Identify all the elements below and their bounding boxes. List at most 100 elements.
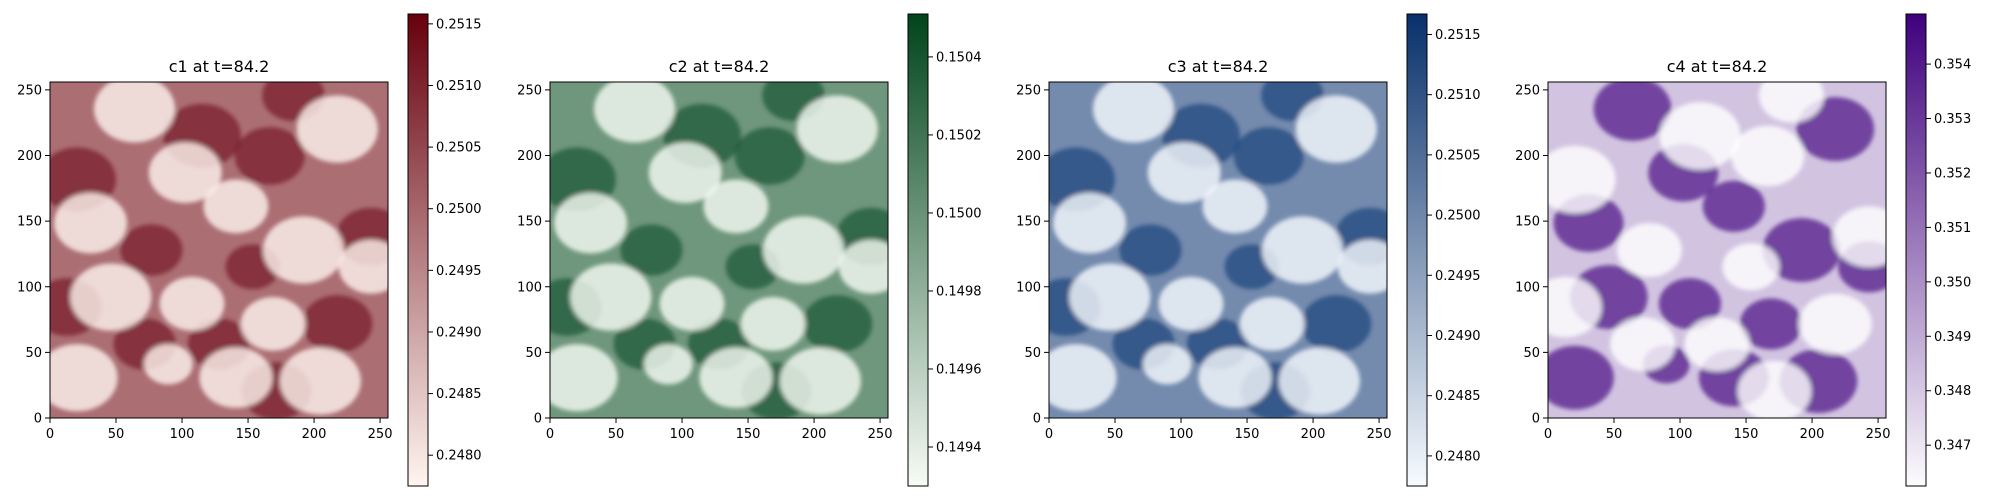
axes-frame [1048, 81, 1388, 419]
colorbar-tick-label: 0.352 [1934, 166, 1971, 181]
colorbar [1905, 13, 1927, 487]
y-tick-label: 100 [517, 280, 542, 295]
y-tick-label: 200 [1515, 149, 1540, 164]
y-tick-label: 200 [17, 149, 42, 164]
heatmap-panel: c2 at t=84.2 0 50 100 150 200 250 0 50 100 150 200 2… [517, 13, 982, 487]
x-tick-label: 0 [546, 427, 554, 442]
heatmap-low-spot [1798, 293, 1872, 355]
y-tick-label: 200 [1016, 149, 1041, 164]
y-tick-label: 0 [34, 412, 42, 427]
colorbar-tick-label: 0.1504 [936, 50, 982, 65]
x-tick-label: 150 [236, 427, 261, 442]
heatmap-high-spot [302, 295, 373, 353]
heatmap-low-spot [1758, 82, 1824, 123]
y-tick-label: 50 [1523, 346, 1540, 361]
heatmap-low-spot [93, 82, 176, 143]
y-tick-label: 150 [1515, 215, 1540, 230]
x-tick-label: 250 [868, 427, 893, 442]
heatmap-low-spot [554, 192, 628, 254]
heatmap-field [1049, 82, 1387, 418]
heatmap-low-spot [1659, 102, 1741, 170]
heatmap-high-spot [802, 295, 873, 353]
x-tick-label: 200 [802, 427, 827, 442]
chart-title: c4 at t=84.2 [1667, 57, 1768, 76]
heatmap-low-spot [1278, 347, 1360, 415]
heatmap-low-spot [1092, 82, 1175, 143]
heatmap-low-spot [699, 347, 773, 408]
x-tick-label: 150 [1235, 427, 1260, 442]
heatmap-high-spot [1762, 218, 1841, 282]
colorbar-tick-label: 0.2515 [436, 17, 482, 32]
y-tick-label: 100 [1515, 280, 1540, 295]
heatmap-field [550, 82, 888, 418]
colorbar-tick-label: 0.354 [1934, 58, 1971, 73]
y-tick-label: 0 [1532, 412, 1540, 427]
colorbar-tick-label: 0.1500 [936, 206, 982, 221]
heatmap-low-spot [203, 179, 269, 234]
heatmap-high-spot [120, 224, 183, 276]
x-tick-label: 0 [1045, 427, 1053, 442]
x-tick-label: 200 [1800, 427, 1825, 442]
heatmap-low-spot [50, 344, 118, 412]
heatmap-high-spot [1739, 298, 1803, 350]
heatmap-high-spot [1548, 345, 1614, 410]
heatmap-low-spot [570, 263, 652, 331]
x-tick-label: 50 [108, 427, 125, 442]
y-tick-label: 50 [525, 346, 542, 361]
y-tick-label: 100 [1016, 280, 1041, 295]
heatmap-low-spot [279, 347, 361, 415]
heatmap-high-spot [1702, 180, 1765, 232]
colorbar-tick-label: 0.2495 [436, 264, 482, 279]
y-tick-label: 50 [1024, 346, 1041, 361]
y-tick-label: 100 [17, 280, 42, 295]
heatmap-low-spot [1731, 125, 1805, 187]
heatmap-low-spot [1832, 206, 1886, 267]
heatmap-high-spot [1796, 97, 1875, 161]
heatmap-panel: c3 at t=84.2 0 50 100 150 200 250 0 50 100 150 200 2… [1016, 13, 1481, 487]
heatmap-low-spot [1610, 317, 1676, 371]
heatmap-low-spot [1295, 95, 1377, 163]
heatmap-low-spot [703, 179, 769, 234]
y-tick-label: 150 [17, 215, 42, 230]
colorbar-tick-label: 0.350 [1934, 275, 1971, 290]
colorbar-tick-label: 0.2500 [436, 202, 482, 217]
x-tick-label: 250 [1367, 427, 1392, 442]
heatmap-low-spot [1548, 276, 1602, 338]
colorbar-tick-label: 0.2515 [1435, 28, 1481, 43]
x-tick-label: 50 [1107, 427, 1124, 442]
y-tick-label: 150 [517, 215, 542, 230]
x-tick-label: 50 [1606, 427, 1623, 442]
colorbar-tick-label: 0.2505 [436, 141, 482, 156]
colorbar-tick-label: 0.2490 [436, 325, 482, 340]
heatmap-low-spot [262, 216, 345, 284]
heatmap-field [50, 82, 388, 418]
heatmap-low-spot [1142, 344, 1192, 385]
colorbar [1406, 13, 1428, 487]
heatmap-high-spot [1301, 295, 1372, 353]
chart-title: c2 at t=84.2 [669, 57, 770, 76]
colorbar-tick-label: 0.2480 [1435, 449, 1481, 464]
colorbar-tick-label: 0.2485 [1435, 389, 1481, 404]
heatmap-low-spot [1684, 317, 1750, 371]
chart-title: c1 at t=84.2 [169, 57, 270, 76]
heatmap-low-spot [550, 344, 618, 412]
y-tick-label: 250 [1016, 83, 1041, 98]
heatmap-low-spot [296, 95, 378, 163]
x-tick-label: 200 [302, 427, 327, 442]
heatmap-low-spot [240, 297, 306, 351]
heatmap-low-spot [1053, 192, 1127, 254]
y-tick-label: 0 [534, 412, 542, 427]
colorbar-tick-label: 0.2485 [436, 387, 482, 402]
heatmap-low-spot [143, 344, 193, 385]
x-tick-label: 100 [1169, 427, 1194, 442]
heatmap-high-spot [734, 127, 805, 185]
heatmap-high-spot [1233, 127, 1304, 185]
colorbar-tick-label: 0.1494 [936, 440, 982, 455]
y-tick-label: 0 [1033, 412, 1041, 427]
heatmap-low-spot [1198, 347, 1272, 408]
heatmap-panel: c1 at t=84.2 0 50 100 150 200 250 0 50 100 150 200 2… [17, 13, 482, 487]
heatmap-low-spot [70, 263, 152, 331]
x-tick-label: 100 [670, 427, 695, 442]
heatmap-low-spot [1337, 239, 1387, 294]
x-tick-label: 200 [1301, 427, 1326, 442]
